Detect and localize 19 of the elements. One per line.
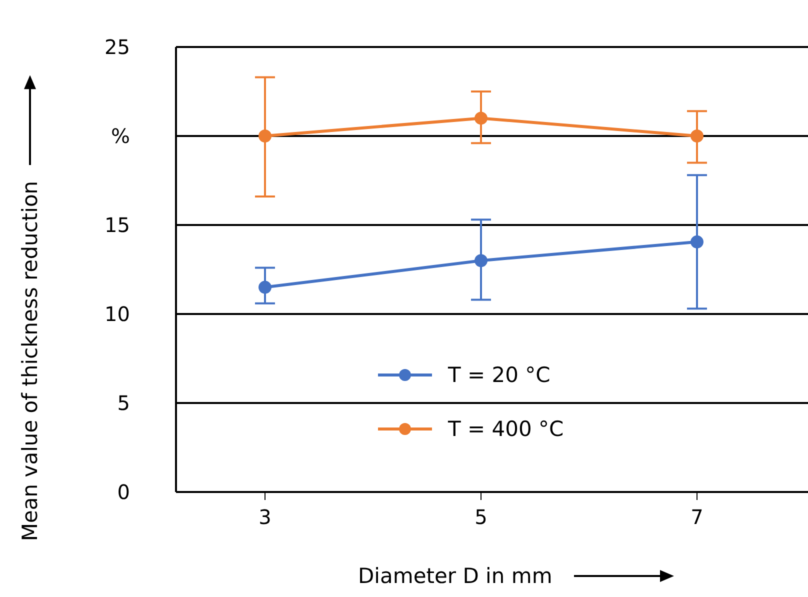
y-tick-label: % — [110, 124, 130, 148]
y-tick-label: 15 — [104, 213, 130, 238]
y-tick-label: 25 — [104, 35, 130, 60]
point — [474, 112, 488, 125]
point — [474, 254, 488, 268]
x-tick-label: 5 — [474, 505, 488, 530]
point — [690, 130, 704, 142]
point — [690, 235, 704, 248]
point — [258, 280, 272, 294]
y-tick-label: 5 — [117, 391, 130, 416]
x-tick-label: 3 — [258, 505, 272, 530]
y-tick-label: 10 — [104, 302, 130, 326]
x-axis-title: Diameter D in mm — [358, 564, 552, 588]
y-axis-title: Mean value of thickness reduction — [18, 180, 42, 542]
point — [258, 130, 272, 142]
x-tick-label: 7 — [690, 505, 704, 530]
legend-label: T = 20 °C — [448, 363, 550, 387]
legend-label: T = 400 °C — [448, 417, 564, 441]
y-tick-label: 0 — [117, 480, 130, 504]
